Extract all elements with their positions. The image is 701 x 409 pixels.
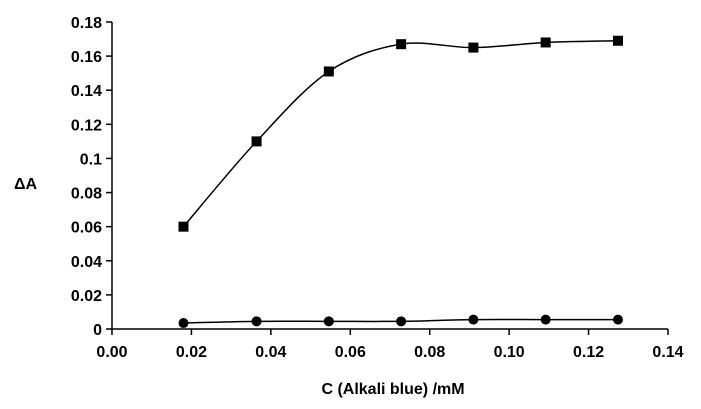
data-point-square [612,35,623,46]
data-point-square [396,39,407,50]
y-tick-label: 0.06 [71,220,102,237]
x-tick-label: 0.12 [573,344,604,361]
data-point-circle [396,316,407,327]
y-tick-label: 0.14 [71,83,102,100]
data-point-circle [612,314,623,325]
y-axis-title: ΔA [14,176,38,193]
y-tick-label: 0.16 [71,49,102,66]
data-point-square [178,221,189,232]
y-tick-label: 0 [93,322,102,339]
data-point-square [251,136,262,147]
data-point-circle [540,314,551,325]
y-axis-ticks: 0 0.02 0.04 0.06 0.08 0.1 0.12 0.14 0.16 0.18 [71,15,112,339]
data-point-square [540,37,551,48]
series-line [182,40,618,228]
x-tick-label: 0.00 [96,344,127,361]
data-point-circle [178,318,189,329]
y-tick-label: 0.08 [71,186,102,203]
data-point-square [323,66,334,77]
x-tick-label: 0.14 [652,344,683,361]
series-layer [178,35,623,329]
data-point-circle [251,316,262,327]
x-tick-label: 0.08 [414,344,445,361]
data-point-circle [323,316,334,327]
y-tick-label: 0.18 [71,15,102,32]
x-tick-label: 0.10 [494,344,525,361]
y-tick-label: 0.02 [71,288,102,305]
x-tick-label: 0.02 [176,344,207,361]
x-axis-title: C (Alkali blue) /mM [321,381,464,398]
y-tick-label: 0.04 [71,254,102,271]
data-point-square [468,42,479,53]
x-tick-label: 0.06 [335,344,366,361]
series-square [178,35,623,232]
data-point-circle [468,314,479,325]
y-tick-label: 0.1 [80,151,102,168]
x-tick-label: 0.04 [255,344,286,361]
series-circle [178,314,623,329]
y-tick-label: 0.12 [71,117,102,134]
x-axis-ticks: 0.00 0.02 0.04 0.06 0.08 0.10 0.12 0.14 [96,329,684,361]
